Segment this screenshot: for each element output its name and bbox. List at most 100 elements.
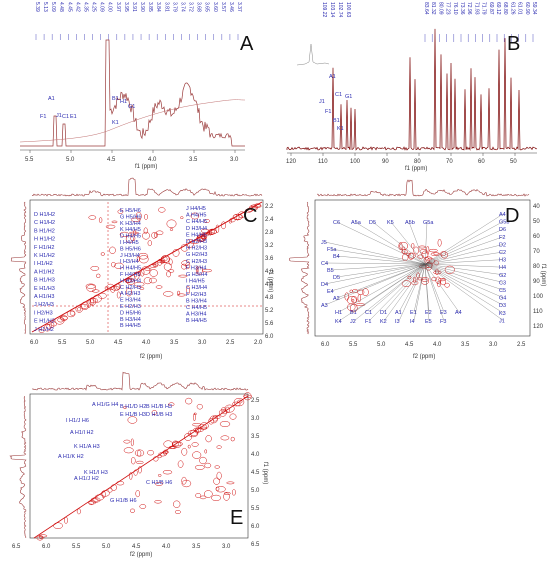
contour-peak [181,476,187,485]
annotation: C H4/H5 [186,219,207,225]
x-tick-label: 4.5 [114,340,123,346]
shift-label: 73.36 [459,2,465,15]
contour-peak [168,402,175,407]
contour-peak [39,535,44,540]
panel-b-shift-labels: 109.22 103.14 102.74 100.63 83.64 81.32 80.09 7… [321,2,537,42]
contour-peak [199,456,207,465]
annotation-leader [424,221,504,265]
annotation-leader [424,263,504,283]
annotation: F H1/H2 [34,245,54,251]
annotation: B5 [327,268,334,274]
x-tick-label: 6.0 [30,340,39,346]
y-tick-label: 4.4 [265,282,274,288]
annotation: D H2/H3 [186,239,207,245]
annotation: H1 [335,310,342,316]
annotation-leader [338,263,426,313]
peak-label: K1 [112,120,119,126]
peak-label: J1 [56,113,62,119]
contour-peak [157,474,162,477]
panel-a-svg: 5.39 5.13 5.09 4.48 4.45 4.42 4.35 4.25 4.09 4.00… [19,2,254,170]
annotation: C H4/H5 [186,305,207,311]
shift-label: 72.96 [466,2,472,15]
x-tick-label: 5.5 [349,342,358,348]
contour-peak [196,403,203,410]
peak-label: B1 [112,96,119,102]
contour-peak [199,422,209,430]
annotation-leader [424,263,460,313]
contour-peak [131,457,136,465]
y-tick-label: 120 [533,324,544,330]
annotation: A4 [455,310,462,316]
annotation: A3 [321,303,328,309]
contour-peak [109,246,116,254]
contour-peak [440,278,447,286]
annotation: I H1/J H6 [66,418,89,424]
x-tick-label: 4.0 [162,544,171,550]
x-tick-label: 5.5 [72,544,81,550]
annotation: A1 [395,310,402,316]
annotation-leader [424,263,504,321]
contour-peak [88,501,94,506]
annotation: K H4/H5 [120,227,141,233]
annotation: I H4/H5 [120,240,139,246]
annotation-leader [398,263,426,313]
contour-peak [130,235,136,242]
shift-label: 3.37 [236,2,242,12]
annotation: F H4/H5 [120,272,140,278]
contour-peak [204,462,212,469]
y-tick-label: 60 [533,234,540,240]
contour-peak [407,275,412,280]
annotation-leader [330,263,426,271]
contour-peak [86,284,97,292]
contour-peak [139,287,145,290]
annotation: G H3/H4 [186,272,207,278]
contour-peak [435,268,439,275]
contour-peak [169,228,174,231]
annotation: C2 [499,250,506,256]
contour-peak [173,500,181,508]
shift-label: 3.46 [228,2,234,12]
annotation-leader [383,263,426,322]
y-tick-label: 2.2 [265,204,274,210]
annotation-leader [424,236,504,265]
shift-label: 4.35 [82,2,88,12]
y-tick-label: 6.5 [251,542,260,548]
shift-label: 3.81 [163,2,169,12]
contour-peak [213,415,221,420]
contour-peak [211,494,222,501]
contour-peak [208,228,217,235]
panel-c-x-ticks: 6.0 5.5 5.0 4.5 4.0 3.5 3.0 2.5 2.0 [30,340,263,346]
annotation-leader [324,241,426,265]
peak-label: H1 [120,99,127,105]
annotation-leader [390,221,426,265]
shift-label: 3.60 [212,2,218,12]
x-tick-label: 4.0 [433,342,442,348]
peak-label: B1 [333,118,340,124]
contour-peak [124,278,134,283]
contour-peak [243,394,252,398]
annotation: C H3/H4 [186,285,207,291]
contour-peak [232,401,241,407]
shift-label: 61.26 [509,2,515,15]
contour-peak [90,266,100,271]
annotation: G H5/H6 [120,214,141,220]
annotation-leader [336,221,426,265]
contour-peak [123,447,134,454]
y-tick-label: 2.4 [265,217,274,223]
contour-peak [216,445,222,449]
annotation: G2 [499,273,506,279]
y-tick-label: 3.0 [251,416,260,422]
contour-peak [98,217,103,223]
contour-peak [181,260,190,266]
annotation: G5a [423,220,434,226]
annotation: K5 [387,220,394,226]
annotation-leader [424,229,504,265]
contour-peak [163,291,174,297]
panel-d-xlabel: f2 (ppm) [413,354,435,360]
contour-peak [158,207,166,213]
annotation: B H4/H5 [120,323,141,329]
contour-peak [187,429,199,438]
panel-d-left-projection [289,201,310,335]
contour-peak [181,263,187,270]
spectrum-trace [20,39,245,147]
